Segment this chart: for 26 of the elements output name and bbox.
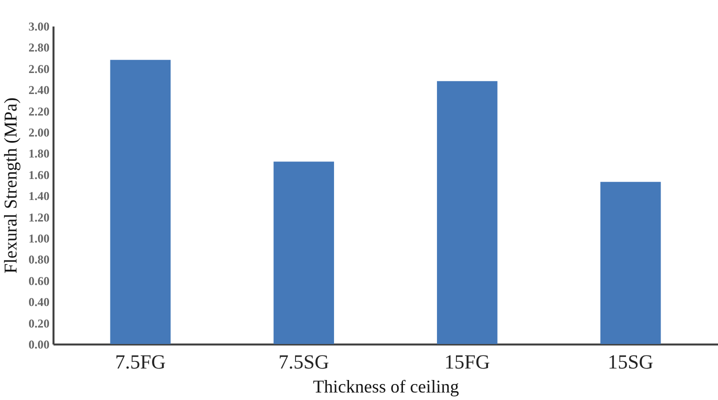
y-tick-label: 1.40 [28, 189, 50, 204]
bar [600, 182, 661, 344]
y-tick-label: 3.00 [28, 20, 50, 34]
y-tick-label: 2.00 [28, 126, 50, 140]
y-axis-title: Flexural Strength (MPa) [0, 98, 20, 274]
y-tick-label: 0.80 [28, 252, 50, 267]
y-tick-label: 0.40 [28, 295, 50, 310]
y-tick-label: 2.80 [28, 40, 50, 55]
x-tick-label: 7.5FG [115, 352, 166, 374]
bar [436, 81, 498, 344]
x-tick-label: 7.5SG [278, 352, 330, 374]
x-tick-label: 15FG [444, 352, 490, 374]
y-tick-label: 1.00 [28, 232, 50, 246]
bar [110, 60, 171, 344]
y-tick-label: 2.60 [28, 62, 50, 76]
y-tick-label: 0.00 [28, 338, 50, 352]
y-tick-label: 2.20 [28, 104, 50, 118]
y-tick-label: 2.40 [28, 83, 50, 98]
y-tick-label: 0.20 [28, 316, 50, 330]
x-tick-label: 15SG [608, 352, 654, 374]
y-tick-label: 0.60 [28, 274, 50, 288]
bar [274, 162, 334, 344]
y-tick-label: 1.20 [28, 210, 50, 224]
y-tick-label: 1.80 [28, 146, 50, 161]
y-tick-label: 1.60 [28, 168, 50, 182]
x-axis-title: Thickness of ceiling [313, 376, 459, 396]
